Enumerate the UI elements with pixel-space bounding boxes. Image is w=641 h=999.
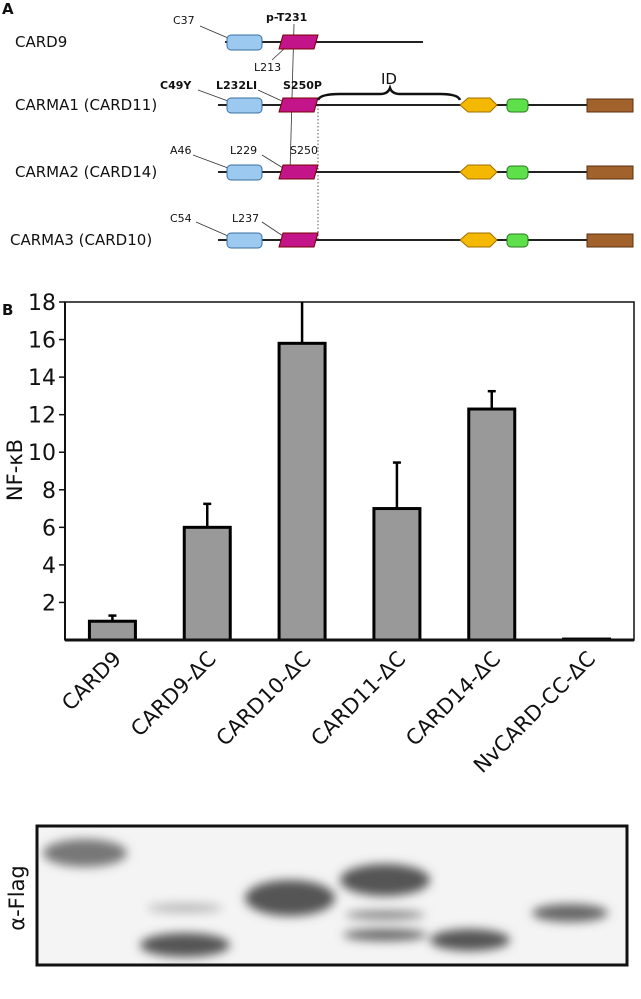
y-tick-label: 8 xyxy=(42,479,56,504)
row-label: CARD9 xyxy=(15,33,67,51)
panel-a: A CARD9 CARMA1 (CARD11) CARMA2 (CARD14) … xyxy=(2,0,634,249)
x-tick-label: CARD10-ΔC xyxy=(212,647,316,751)
x-tick-label: CARD11-ΔC xyxy=(306,647,410,751)
bar xyxy=(182,525,232,642)
y-tick-label: 4 xyxy=(42,554,56,579)
bar xyxy=(277,341,327,642)
y-axis-title: NF-κB xyxy=(3,439,27,501)
row-label: CARMA2 (CARD14) xyxy=(15,163,157,181)
x-tick-label: CARD14-ΔC xyxy=(401,647,505,751)
bar xyxy=(87,619,137,642)
y-tick-label: 2 xyxy=(42,591,56,616)
blot: α-Flag xyxy=(5,824,629,967)
annotation: A46 xyxy=(170,144,192,157)
domains xyxy=(226,34,634,249)
y-tick-label: 16 xyxy=(28,329,56,354)
row-label: CARMA3 (CARD10) xyxy=(10,231,152,249)
y-tick-label: 12 xyxy=(28,404,56,429)
annotation: C54 xyxy=(170,212,192,225)
y-tick-label: 14 xyxy=(28,366,56,391)
bands xyxy=(43,839,608,957)
y-tick-label: 10 xyxy=(28,441,56,466)
annotation: L229 xyxy=(230,144,257,157)
bar xyxy=(372,507,422,642)
annotation: ID xyxy=(381,70,397,88)
annotation: L232LI xyxy=(216,79,257,92)
leaders xyxy=(192,23,319,240)
panel-label: A xyxy=(2,0,14,18)
annotation: p-T231 xyxy=(266,11,307,24)
bar xyxy=(467,407,517,642)
annotation: S250P xyxy=(283,79,322,92)
annotation: S250 xyxy=(290,144,318,157)
blot-label: α-Flag xyxy=(5,865,29,931)
annotation: C37 xyxy=(173,14,195,27)
y-tick-label: 6 xyxy=(42,516,56,541)
annotation: L213 xyxy=(254,61,281,74)
panel-label: B xyxy=(2,301,13,319)
x-tick-label: CARD9 xyxy=(57,647,126,716)
plot-frame xyxy=(64,301,635,641)
x-tick-label: CARD9-ΔC xyxy=(126,647,221,742)
y-tick-label: 18 xyxy=(28,291,56,316)
row-label: CARMA1 (CARD11) xyxy=(15,96,157,114)
annotation: L237 xyxy=(232,212,259,225)
annotation: C49Y xyxy=(160,79,192,92)
